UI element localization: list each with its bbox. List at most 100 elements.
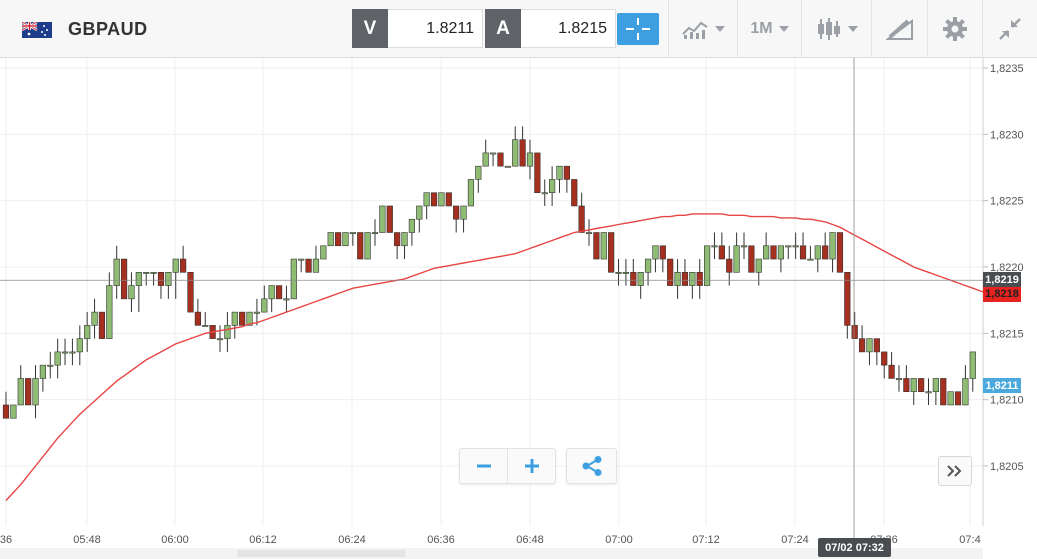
sell-quote-label: V	[352, 9, 388, 48]
chevron-down-icon	[847, 26, 858, 32]
candle	[844, 272, 851, 339]
price-tick-label: 1,8215	[990, 328, 1024, 340]
candle	[748, 245, 755, 273]
candle	[194, 298, 201, 326]
moving-average-price-label: 1,8218	[983, 286, 1021, 302]
sell-quote-button[interactable]: V 1.8211	[352, 9, 483, 48]
candle	[799, 232, 807, 260]
double-chevron-right-icon	[947, 465, 962, 477]
candle	[593, 232, 600, 260]
candle	[541, 179, 548, 206]
candle	[32, 365, 39, 419]
candle	[888, 351, 895, 379]
candle	[379, 205, 386, 233]
price-tick-label: 1,8235	[990, 63, 1024, 75]
candle	[497, 152, 504, 167]
candle	[711, 232, 718, 260]
time-tick-label: 07:4	[959, 534, 980, 546]
gear-icon	[943, 17, 967, 41]
candle	[408, 218, 416, 246]
candle	[246, 311, 253, 326]
time-tick-label: 07:12	[692, 534, 720, 546]
candle	[895, 365, 903, 392]
zoom-out-button[interactable]	[460, 449, 507, 483]
candle	[608, 232, 615, 273]
zoom-in-button[interactable]	[507, 449, 555, 483]
time-tick-label: 06:24	[338, 534, 366, 546]
candle	[740, 232, 748, 260]
plus-icon	[524, 459, 539, 473]
share-icon	[582, 456, 601, 476]
candle	[47, 351, 54, 379]
candle	[807, 245, 814, 261]
candle	[578, 192, 585, 233]
scroll-to-latest-button[interactable]	[938, 456, 972, 486]
candle	[253, 298, 261, 326]
candle	[386, 205, 393, 233]
candle	[755, 258, 762, 286]
time-tick-label: 05:48	[73, 534, 101, 546]
candle	[866, 338, 873, 366]
settings-button[interactable]	[927, 0, 982, 58]
candle	[342, 232, 349, 247]
timeframe-dropdown[interactable]: 1M	[737, 0, 801, 58]
candle	[261, 285, 268, 313]
time-tick-label: 06:00	[161, 534, 189, 546]
crosshair-price-label: 1,8219	[983, 272, 1021, 288]
candle	[674, 259, 681, 299]
candle	[549, 166, 556, 206]
chevron-down-icon	[778, 26, 789, 32]
candle	[947, 391, 954, 406]
candle	[10, 404, 17, 419]
candle	[401, 232, 408, 260]
candle	[216, 325, 224, 352]
candle	[120, 258, 128, 300]
candle	[696, 259, 703, 299]
candles	[2, 126, 976, 419]
time-tick-label: 06:48	[516, 534, 544, 546]
chart-type-button[interactable]	[668, 0, 737, 58]
collapse-button[interactable]	[982, 0, 1037, 58]
candle	[290, 258, 297, 300]
candle	[910, 378, 917, 405]
candle	[770, 245, 777, 260]
candle	[231, 311, 238, 339]
time-scrollbar-thumb[interactable]	[237, 550, 405, 557]
line-chart-icon	[682, 21, 708, 39]
candle	[785, 245, 792, 260]
candle	[180, 245, 187, 273]
candle	[622, 259, 630, 286]
candle	[364, 232, 371, 260]
candle	[615, 259, 622, 286]
candle	[726, 245, 733, 286]
candle	[903, 365, 910, 393]
candle	[969, 351, 976, 392]
candle	[113, 245, 120, 299]
buy-quote-value: 1.8215	[521, 9, 616, 48]
crosshair-button[interactable]	[617, 13, 659, 45]
draw-tools-button[interactable]	[871, 0, 927, 58]
candle	[925, 378, 932, 405]
candle	[357, 232, 364, 260]
time-tick-label: 07:00	[605, 534, 633, 546]
candle	[512, 126, 519, 167]
candle-style-button[interactable]	[801, 0, 871, 58]
candlestick-icon	[817, 18, 840, 40]
candle	[873, 338, 880, 366]
candle	[135, 272, 142, 313]
candle	[371, 219, 379, 246]
candle	[2, 391, 10, 419]
uk-australia-flag-icon	[22, 22, 52, 38]
buy-quote-button[interactable]: A 1.8215	[485, 9, 616, 48]
price-tick-label: 1,8220	[990, 262, 1024, 274]
candle	[453, 205, 460, 233]
zoom-controls	[459, 448, 556, 484]
candle	[467, 179, 475, 207]
buy-quote-label: A	[485, 9, 521, 48]
time-scrollbar-track[interactable]	[0, 548, 983, 559]
candle	[320, 245, 327, 260]
candle	[327, 232, 334, 247]
candle	[851, 312, 858, 339]
share-button[interactable]	[566, 448, 617, 484]
candle	[932, 378, 939, 405]
